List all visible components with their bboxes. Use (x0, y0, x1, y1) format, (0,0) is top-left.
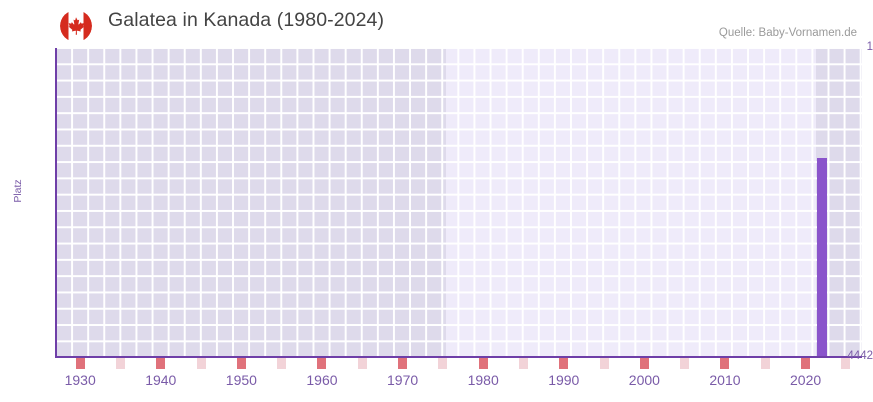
x-tick-mark-1940 (156, 358, 166, 369)
plot-area (56, 48, 862, 357)
x-tick-mark-2000 (639, 358, 649, 369)
chart-header: Galatea in Kanada (1980-2024) Quelle: Ba… (0, 0, 873, 46)
x-tick-mark-1930 (75, 358, 85, 369)
x-tick-mark-1970 (398, 358, 408, 369)
y-axis-tick-label-bottom: 4442 (847, 350, 873, 362)
y-axis-tick-label-top: 1 (866, 41, 873, 53)
x-tick-mark-1950 (236, 358, 246, 369)
x-axis-label-2020: 2020 (790, 372, 822, 388)
x-axis-label-1960: 1960 (306, 372, 338, 388)
canada-flag-icon (60, 10, 92, 42)
x-tick-mark-2015 (760, 358, 770, 369)
x-tick-mark-1995 (599, 358, 609, 369)
x-tick-mark-1975 (438, 358, 448, 369)
x-tick-mark-2010 (720, 358, 730, 369)
x-axis-label-1980: 1980 (467, 372, 499, 388)
x-axis-label-1970: 1970 (387, 372, 419, 388)
x-tick-mark-1980 (478, 358, 488, 369)
x-tick-mark-1990 (559, 358, 569, 369)
x-axis-label-1950: 1950 (225, 372, 257, 388)
y-axis-line (55, 48, 57, 358)
bar-2022[interactable] (816, 158, 827, 357)
x-axis-label-1990: 1990 (548, 372, 580, 388)
y-axis-title: Platz (12, 179, 24, 203)
x-tick-mark-1965 (357, 358, 367, 369)
x-axis-label-2000: 2000 (628, 372, 660, 388)
x-tick-mark-2025 (841, 358, 851, 369)
chart-title: Galatea in Kanada (1980-2024) (108, 9, 385, 31)
x-axis-label-1930: 1930 (64, 372, 96, 388)
x-tick-mark-1985 (518, 358, 528, 369)
chart-source-label: Quelle: Baby-Vornamen.de (718, 27, 857, 39)
x-tick-mark-1935 (115, 358, 125, 369)
x-tick-mark-2020 (801, 358, 811, 369)
x-tick-mark-1945 (196, 358, 206, 369)
x-tick-mark-1960 (317, 358, 327, 369)
grid-lines (56, 48, 862, 357)
x-axis-label-1940: 1940 (145, 372, 177, 388)
x-axis-label-2010: 2010 (709, 372, 741, 388)
x-axis-line (55, 356, 862, 358)
x-tick-mark-2005 (680, 358, 690, 369)
x-tick-mark-1955 (277, 358, 287, 369)
